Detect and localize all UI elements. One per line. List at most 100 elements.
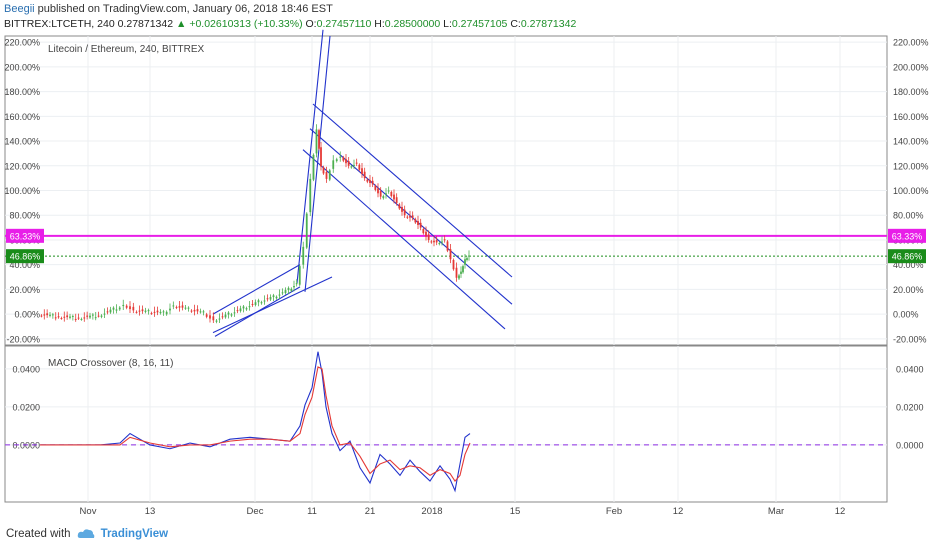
open-label: O: (305, 18, 317, 30)
published-text: published on TradingView.com, January 06… (37, 3, 333, 15)
candle-body (49, 314, 51, 316)
candle-body (196, 309, 199, 312)
candle-body (248, 306, 251, 308)
candle-body (193, 309, 196, 312)
price-badge-right-text: 46.86% (892, 252, 923, 262)
trend-channel-line (312, 103, 513, 278)
candle-body (209, 315, 211, 319)
candle-body (156, 310, 159, 313)
x-tick-label: Nov (80, 506, 97, 517)
author-link[interactable]: Beegii (4, 3, 35, 15)
candle-body (227, 312, 230, 315)
candle-body (468, 255, 470, 257)
y-tick-label-left: 200.00% (4, 62, 40, 72)
candle-body (175, 306, 178, 308)
low-label: L: (443, 18, 452, 30)
candle-body (390, 191, 393, 197)
created-with-label: Created with (6, 528, 71, 540)
candle-body (278, 294, 281, 296)
price-badge-right-text: 63.33% (892, 231, 923, 241)
macd-panel-frame (4, 345, 888, 503)
candle-body (106, 311, 109, 313)
candle-body (187, 307, 190, 309)
candle-body (122, 304, 125, 307)
candle-body (393, 194, 395, 200)
candle-body (369, 180, 371, 184)
candle-body (309, 178, 312, 213)
symbol-line: BITTREX:LTCETH, 240 0.27871342 ▲ +0.0261… (4, 18, 576, 30)
y-tick-label-right: 220.00% (893, 38, 929, 48)
candle-body (290, 288, 293, 291)
candle-body (287, 287, 290, 291)
last-price: 0.27871342 (117, 18, 174, 30)
candle-body (353, 164, 355, 166)
candle-body (427, 234, 430, 240)
price-badge-right (888, 228, 926, 243)
candle-body (425, 231, 427, 237)
symbol-label[interactable]: BITTREX:LTCETH, 240 (4, 18, 115, 30)
signal-line (40, 366, 471, 482)
candle-body (202, 311, 205, 313)
candle-body (40, 315, 43, 317)
candle-body (335, 159, 338, 162)
candle-body (138, 310, 141, 312)
candle-body (379, 191, 382, 197)
candle-body (466, 258, 468, 260)
candle-body (449, 249, 452, 260)
candle-body (245, 308, 248, 310)
x-tick-label: Feb (606, 506, 622, 517)
candle-body (322, 167, 325, 174)
candle-body (86, 315, 89, 317)
candle-body (199, 311, 202, 313)
trend-channel-line (212, 264, 301, 315)
candle-body (172, 305, 175, 307)
candle-body (254, 302, 257, 305)
y-tick-label-left: 140.00% (4, 137, 40, 147)
candle-body (363, 171, 366, 179)
candle-body (63, 316, 66, 318)
chart-canvas[interactable]: 220.00% 220.00% 200.00% 200.00% 180.00% 180.0… (0, 0, 932, 520)
candle-body (263, 300, 266, 302)
y-tick-label-left: 100.00% (4, 186, 40, 196)
candle-body (80, 318, 83, 320)
y-tick-label-left: 80.00% (9, 211, 40, 221)
x-tick-label: 13 (145, 506, 156, 517)
y-tick-label-right: 0.00% (893, 310, 919, 320)
macd-title: MACD Crossover (8, 16, 11) (48, 358, 174, 369)
y-tick-label-right: 140.00% (893, 137, 929, 147)
candle-body (118, 307, 121, 310)
change-arrow-icon: ▲ (176, 18, 187, 30)
trend-channel-line (212, 276, 333, 334)
x-tick-label: Mar (768, 506, 784, 517)
tradingview-logo[interactable]: TradingView (100, 528, 169, 540)
candle-body (57, 316, 60, 318)
candle-body (251, 303, 254, 305)
y-tick-label-right: 20.00% (893, 285, 924, 295)
candle-body (464, 259, 466, 265)
macd-tick-right: 0.0400 (896, 364, 924, 374)
candle-body (382, 196, 385, 199)
macd-tick-right: 0.0200 (896, 402, 924, 412)
candle-body (452, 259, 455, 270)
candle-body (366, 179, 369, 182)
x-tick-label: 15 (510, 506, 521, 517)
y-tick-label-left: 120.00% (4, 161, 40, 171)
candle-body (417, 220, 419, 226)
candle-body (221, 316, 224, 318)
candle-body (236, 310, 239, 312)
candle-body (293, 286, 295, 288)
candle-body (233, 312, 236, 314)
candle-body (312, 154, 315, 180)
candle-body (224, 314, 227, 318)
candle-body (269, 297, 272, 300)
candle-body (230, 314, 233, 316)
candle-body (165, 311, 168, 315)
candle-body (298, 266, 301, 285)
candle-body (385, 193, 387, 195)
candle-body (414, 219, 417, 223)
y-tick-label-left: 40.00% (9, 260, 40, 270)
candle-body (115, 309, 118, 311)
candle-body (446, 241, 449, 251)
candle-body (257, 300, 260, 303)
y-tick-label-right: 180.00% (893, 87, 929, 97)
